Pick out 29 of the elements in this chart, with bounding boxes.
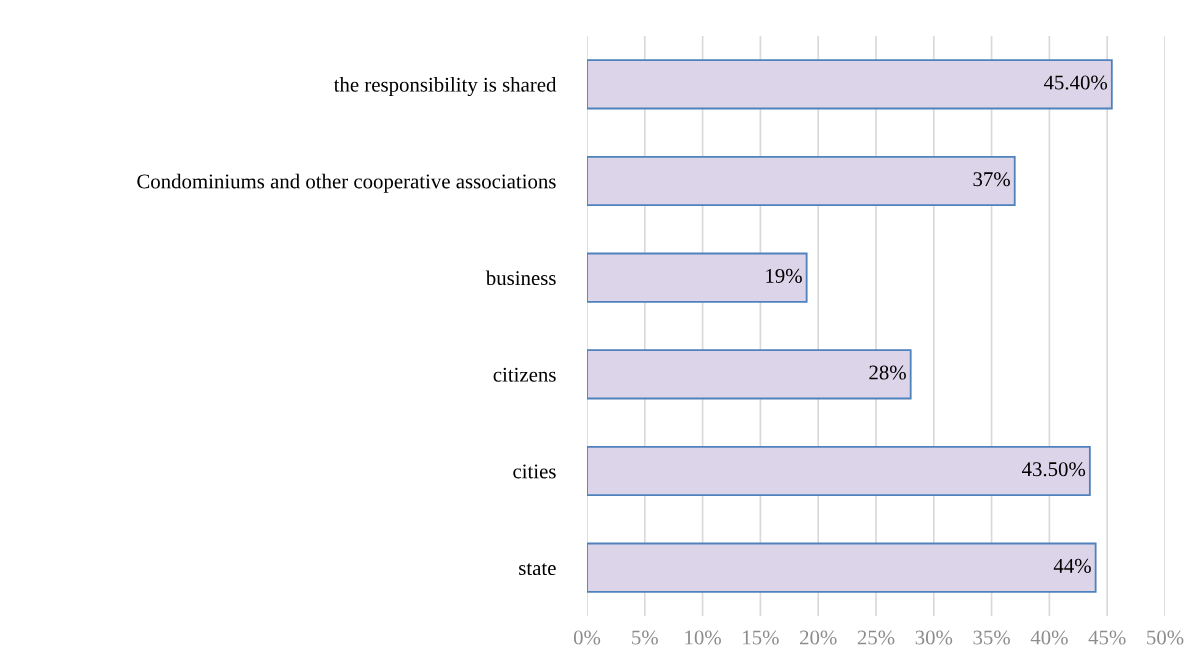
data-label: 37%: [973, 172, 1010, 187]
x-tick-label: 40%: [1030, 630, 1068, 645]
bar: [587, 542, 1097, 593]
bar: [587, 252, 808, 303]
x-tick-label: 20%: [800, 630, 837, 645]
x-tick-label: 30%: [915, 630, 953, 645]
x-tick-label: 50%: [1147, 630, 1184, 645]
y-tick-label: business: [485, 270, 556, 286]
y-tick-label: state: [519, 563, 556, 576]
x-tick-label: 45%: [1088, 630, 1126, 645]
x-tick-label: 0%: [573, 630, 601, 645]
data-label: 43.50%: [1021, 462, 1086, 477]
x-tick-label: 10%: [685, 630, 721, 645]
x-tick-label: 15%: [743, 630, 779, 645]
x-tick-label: 35%: [973, 630, 1010, 645]
bar: [587, 155, 1016, 207]
x-tick-label: 5%: [632, 630, 658, 645]
data-label: 28%: [869, 365, 906, 380]
y-tick-label: Condominiums and other cooperative associations: [137, 173, 556, 193]
bar: [587, 445, 1091, 497]
y-tick-label: the responsibility is shared: [333, 77, 557, 97]
bar: [587, 349, 912, 400]
x-tick-label: 25%: [857, 630, 895, 645]
data-label: 45.40%: [1043, 75, 1108, 90]
bar: [587, 59, 1113, 110]
y-tick-label: cities: [513, 464, 556, 479]
y-tick-label: citizens: [493, 367, 556, 382]
data-label: 19%: [766, 268, 802, 283]
data-label: 44%: [1053, 558, 1091, 573]
